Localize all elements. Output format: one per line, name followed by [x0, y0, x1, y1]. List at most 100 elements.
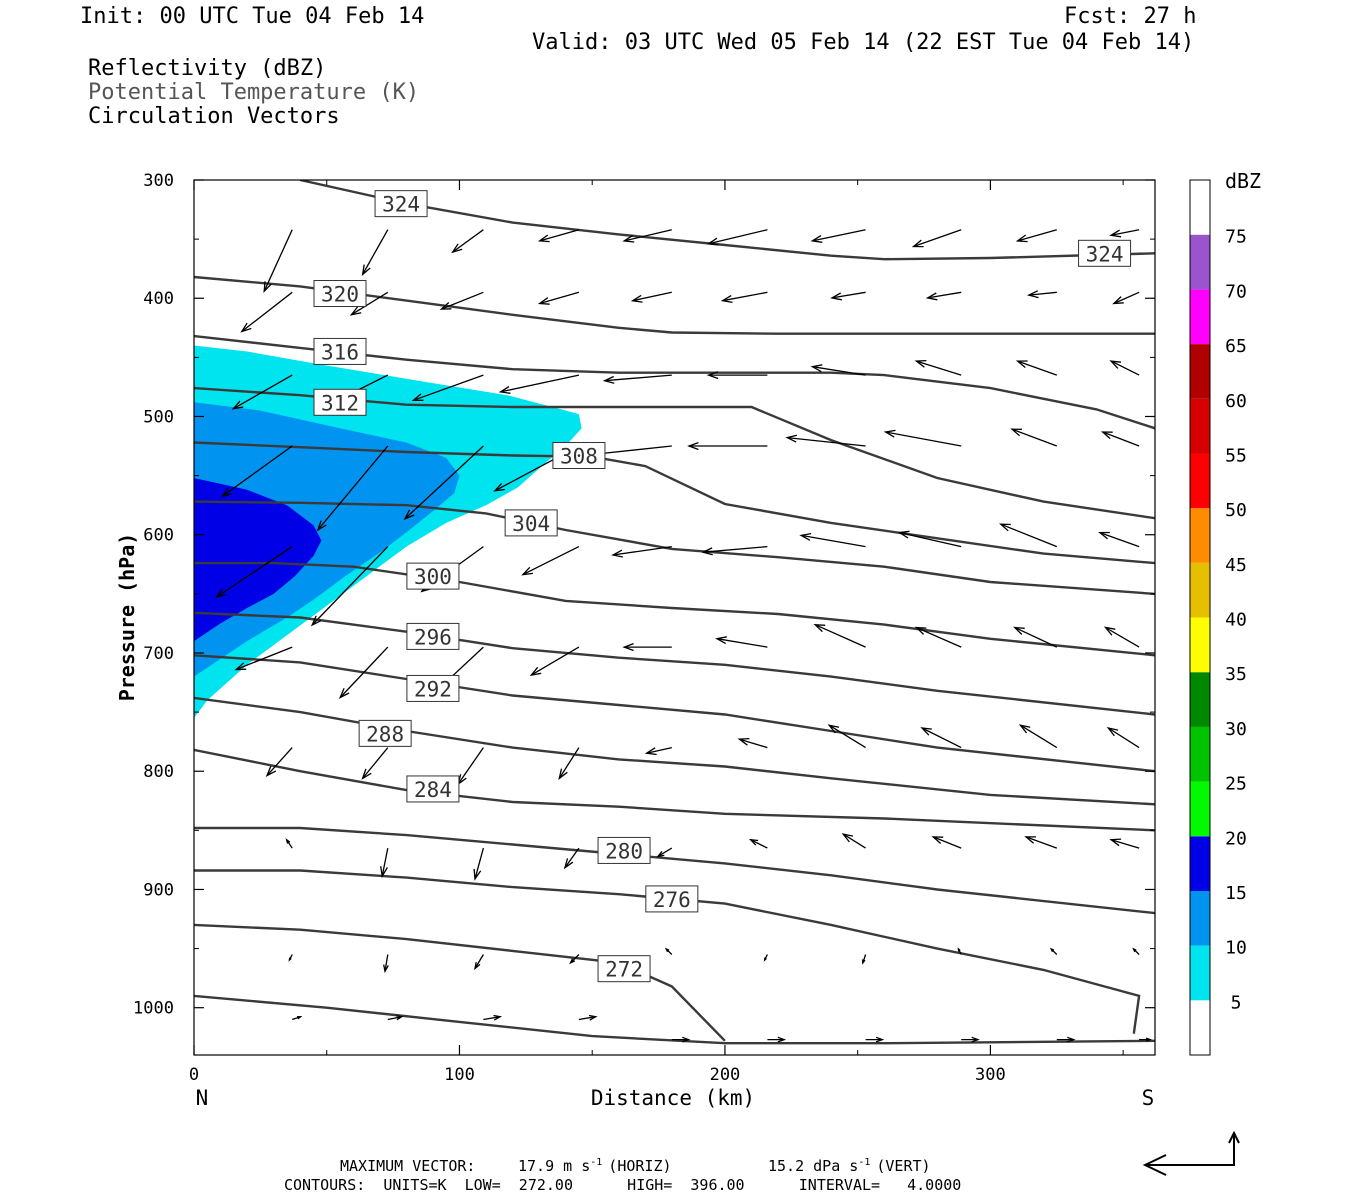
y-tick-label-600: 600 [143, 526, 174, 546]
contour-label-text-324: 324 [382, 193, 420, 217]
axes: 300 400 500 600 700 800 900 1000 0 100 200 300 [133, 171, 1155, 1085]
theta-contour-296 [194, 611, 1155, 716]
vector-62 [457, 747, 484, 786]
colorbar-label-10: 10 [1225, 938, 1247, 959]
colorbar-label-20: 20 [1225, 828, 1247, 849]
vector-93 [578, 1014, 598, 1021]
colorbar-segment-5 [1190, 726, 1210, 782]
vector-72 [473, 847, 485, 881]
vector-90 [291, 1015, 303, 1021]
vector-98 [1056, 1036, 1076, 1043]
colorbar-segment-0 [1190, 1000, 1210, 1055]
vector-59 [1103, 626, 1140, 648]
y-tick-label-800: 800 [143, 762, 174, 782]
contour-label-text-300: 300 [414, 565, 452, 589]
colorbar-segment-9 [1190, 508, 1210, 563]
colorbar-label-15: 15 [1225, 883, 1247, 904]
colorbar-segment-3 [1190, 836, 1210, 891]
colorbar-segment-14 [1190, 234, 1210, 290]
vector-24 [602, 374, 672, 384]
x-end-left: N [196, 1086, 209, 1110]
colorbar-segment-6 [1190, 672, 1210, 727]
contour-label-316: 316 [313, 337, 367, 365]
vector-20 [231, 374, 293, 410]
vector-6 [810, 229, 866, 243]
vector-27 [914, 359, 962, 376]
vector-71 [380, 847, 389, 878]
contour-label-text-292: 292 [414, 677, 452, 701]
max-vector-text: MAXIMUM VECTOR: 17.9 m s-1 (HORIZ) 15.2 d… [340, 1157, 931, 1175]
vector-91 [387, 1015, 404, 1021]
colorbar-label-70: 70 [1225, 281, 1247, 302]
x-tick-label-200: 200 [710, 1065, 741, 1085]
theta-contour-324 [299, 180, 1155, 261]
vector-29 [1109, 360, 1140, 376]
legend-vectors: Circulation Vectors [88, 104, 340, 129]
vector-14 [630, 291, 672, 303]
contour-label-296: 296 [406, 622, 460, 650]
x-tick-label-300: 300 [975, 1065, 1006, 1085]
vector-35 [687, 441, 768, 451]
y-tick-label-700: 700 [143, 644, 174, 664]
y-tick-label-400: 400 [143, 289, 174, 309]
contour-label-324: 324 [374, 190, 428, 218]
vector-77 [931, 836, 962, 849]
contour-label-324: 324 [1078, 239, 1132, 267]
contour-label-text-324: 324 [1086, 242, 1124, 266]
vector-13 [537, 291, 580, 305]
vector-16 [830, 291, 866, 301]
vector-60 [265, 747, 293, 778]
contour-label-320: 320 [313, 280, 367, 308]
vector-47 [897, 530, 962, 548]
vector-30 [220, 445, 293, 498]
reference-vector-icon [1142, 1130, 1240, 1176]
theta-contour-284 [194, 748, 1155, 832]
vector-17 [925, 291, 962, 301]
colorbar-segment-13 [1190, 289, 1210, 345]
vector-99 [1139, 1037, 1153, 1042]
vector-73 [563, 847, 580, 870]
vector-38 [1010, 428, 1058, 447]
x-tick-label-0: 0 [189, 1065, 199, 1085]
reflectivity-fills [194, 345, 582, 718]
vector-96 [865, 1036, 885, 1043]
vector-57 [914, 626, 962, 648]
contour-info-text: CONTOURS: UNITS=K LOW= 272.00 HIGH= 396.… [284, 1176, 961, 1194]
vector-75 [748, 838, 768, 849]
colorbar-segment-11 [1190, 398, 1210, 454]
vector-61 [361, 747, 389, 780]
init-time: Init: 00 UTC Tue 04 Feb 14 [80, 4, 425, 29]
colorbar-label-75: 75 [1225, 227, 1247, 248]
contour-label-text-272: 272 [605, 958, 643, 982]
contour-label-text-304: 304 [512, 512, 550, 536]
vector-44 [611, 545, 672, 558]
colorbar-label-65: 65 [1225, 336, 1247, 357]
reflectivity-area-15 [194, 478, 322, 642]
vector-26 [810, 364, 866, 376]
vector-74 [656, 847, 673, 858]
y-axis-label: Pressure (hPa) [115, 533, 139, 702]
contour-label-text-312: 312 [321, 391, 359, 415]
x-axis-label: Distance (km) [591, 1086, 755, 1110]
theta-contour-276 [194, 869, 1141, 1034]
theta-contour-316 [194, 334, 1155, 430]
contour-label-272: 272 [597, 955, 651, 983]
reflectivity-area-10 [194, 402, 460, 677]
legend-theta: Potential Temperature (K) [88, 80, 420, 105]
plot-frame [193, 179, 1156, 1056]
theta-contour-288 [194, 696, 1155, 806]
contour-label-284: 284 [406, 775, 460, 803]
vector-25 [706, 371, 768, 380]
colorbar-label-45: 45 [1225, 555, 1247, 576]
vector-12 [439, 291, 484, 310]
vector-15 [720, 291, 768, 304]
colorbar-segment-12 [1190, 344, 1210, 399]
vector-69 [1106, 726, 1140, 749]
colorbar-segment-8 [1190, 562, 1210, 618]
vector-78 [1024, 836, 1058, 849]
vector-19 [1112, 291, 1140, 305]
vector-70 [285, 838, 293, 849]
vector-65 [737, 737, 768, 749]
vector-1 [361, 229, 389, 277]
